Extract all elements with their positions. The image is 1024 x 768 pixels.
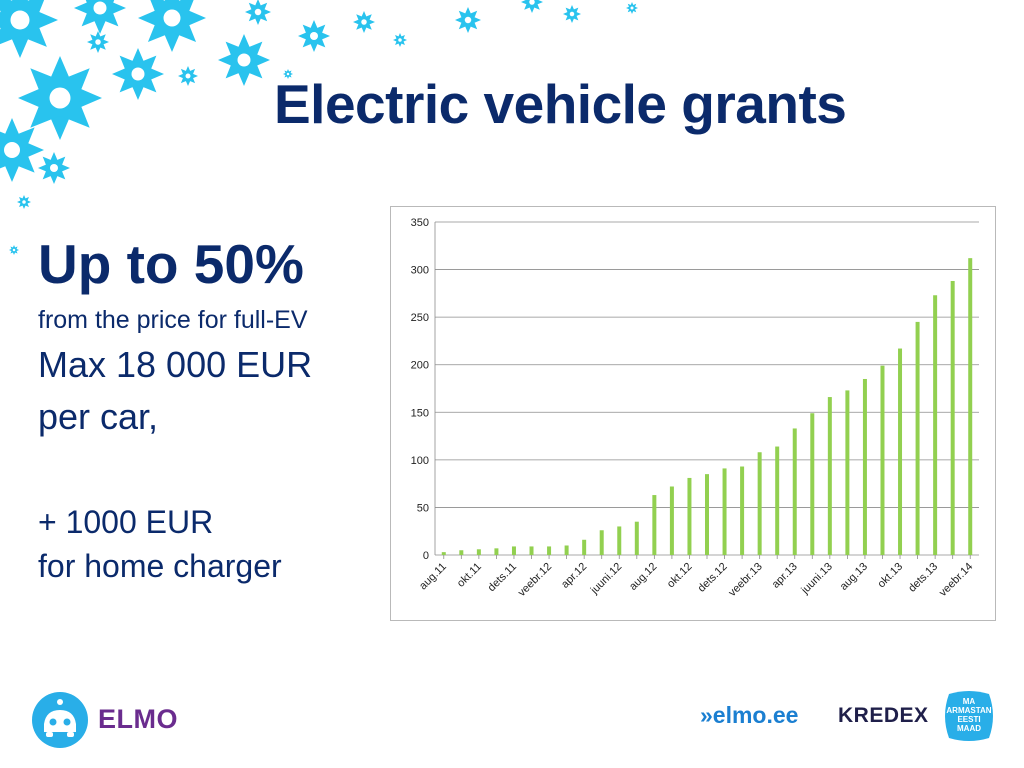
snowflake-icon <box>6 242 22 258</box>
x-tick-label: veebr.13 <box>726 561 764 599</box>
x-tick-label: apr.13 <box>770 561 800 591</box>
bar <box>652 495 657 555</box>
max-amount-text: Max 18 000 EUR <box>38 344 313 385</box>
charger-amount-text: + 1000 EUR <box>38 504 214 540</box>
snowflake-icon <box>82 26 114 58</box>
car-face-icon <box>32 692 88 748</box>
snowflake-icon <box>207 23 281 97</box>
snowflake-icon <box>516 0 548 18</box>
bar <box>740 466 745 555</box>
snowflake-icon <box>14 192 34 212</box>
x-tick-label: veebr.14 <box>937 561 975 599</box>
bar <box>599 530 604 555</box>
grants-bar-chart: 0 50 100 150 200 250 300 350 aug.11 okt.11 dets.11… <box>390 206 996 621</box>
bar <box>757 452 762 555</box>
bar <box>792 428 797 555</box>
bar <box>582 539 587 555</box>
bar <box>722 468 727 555</box>
home-charger-text: for home charger <box>38 548 282 584</box>
bar <box>529 546 534 555</box>
bar <box>775 446 780 555</box>
y-tick-label: 250 <box>411 312 429 324</box>
bar <box>511 546 516 555</box>
x-tick-label: okt.11 <box>455 561 484 590</box>
bar <box>669 486 674 555</box>
elmo-website-link[interactable]: »elmo.ee <box>700 702 799 728</box>
snowflake-icon <box>348 6 380 38</box>
bar <box>950 280 955 555</box>
snowflake-icon <box>239 0 277 31</box>
chart-canvas: 0 50 100 150 200 250 300 350 aug.11 okt.11 dets.11… <box>411 217 979 599</box>
bar <box>459 550 464 555</box>
bar <box>880 365 885 555</box>
x-tick-label: dets.11 <box>486 561 519 594</box>
x-tick-label: apr.12 <box>559 561 589 591</box>
x-tick-label: juuni.12 <box>588 561 624 597</box>
grant-headline: Up to 50% <box>38 233 304 295</box>
snowflake-icon <box>173 61 203 91</box>
y-tick-label: 150 <box>411 407 429 419</box>
eesti-badge: MA ARMASTAN EESTI MAAD <box>941 688 997 744</box>
x-tick-label: dets.13 <box>906 561 940 595</box>
elmo-brand: ELMO <box>98 704 178 734</box>
bar <box>441 552 446 555</box>
y-tick-label: 350 <box>411 217 429 229</box>
snowflake-icon <box>291 13 337 59</box>
bar <box>564 545 569 555</box>
bar <box>827 397 832 555</box>
bar <box>968 258 973 555</box>
x-tick-label: veebr.12 <box>516 561 554 599</box>
y-tick-label: 200 <box>411 360 429 372</box>
snowflake-icon <box>559 1 585 27</box>
grant-subline: from the price for full-EV <box>38 306 308 334</box>
y-tick-label: 50 <box>417 502 429 514</box>
kredex-logo: KREDEX <box>838 704 929 727</box>
snowflake-icon <box>449 1 487 39</box>
bar <box>810 413 815 555</box>
x-tick-label: aug.12 <box>627 561 659 593</box>
x-tick-label: dets.12 <box>696 561 730 595</box>
x-tick-label: aug.11 <box>417 561 449 593</box>
bar <box>933 295 938 555</box>
slide-title: Electric vehicle grants <box>274 73 847 135</box>
y-tick-label: 300 <box>411 265 429 277</box>
x-tick-label: okt.12 <box>665 561 695 591</box>
x-tick-label: juuni.13 <box>799 561 835 597</box>
bar <box>845 390 850 555</box>
x-tick-label: aug.13 <box>838 561 870 593</box>
bar <box>617 526 622 555</box>
bar <box>476 549 481 555</box>
bar <box>634 521 639 555</box>
snowflake-icon <box>390 30 410 50</box>
bar <box>547 546 552 555</box>
per-car-text: per car, <box>38 396 159 437</box>
bar <box>687 477 692 555</box>
y-tick-label: 0 <box>423 550 429 562</box>
y-tick-label: 100 <box>411 455 429 467</box>
snowflake-icon <box>101 37 175 111</box>
x-tick-label: okt.13 <box>875 561 905 591</box>
bar <box>898 348 903 555</box>
snowflake-icon <box>623 0 641 17</box>
bar <box>705 474 709 555</box>
bar <box>862 378 867 555</box>
badge-shape <box>945 691 993 741</box>
bar <box>915 321 920 555</box>
bar <box>494 548 499 555</box>
badge-text: MA ARMASTAN EESTI MAAD <box>946 697 992 733</box>
